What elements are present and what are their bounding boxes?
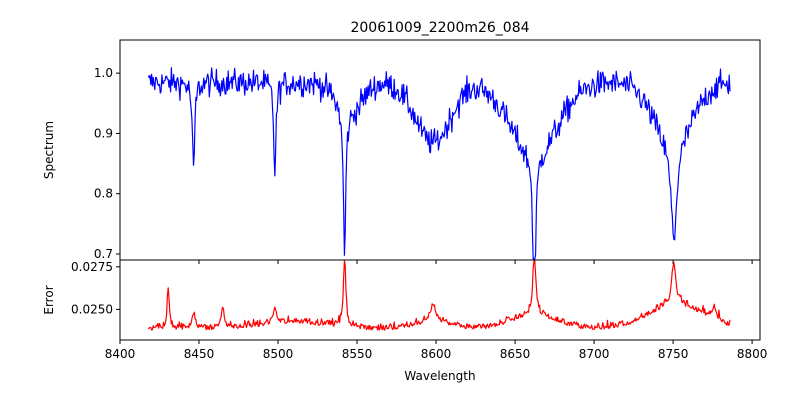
x-axis-label: Wavelength bbox=[404, 369, 475, 383]
x-tick-label: 8400 bbox=[105, 347, 136, 361]
x-tick-label: 8550 bbox=[342, 347, 373, 361]
spectrum-series bbox=[147, 67, 731, 260]
error-y-ticks: 0.0250 0.0275 bbox=[71, 260, 120, 316]
y-tick-label: 1.0 bbox=[94, 66, 113, 80]
error-line bbox=[147, 260, 731, 331]
x-tick-label: 8800 bbox=[737, 347, 768, 361]
y-tick-label: 0.8 bbox=[94, 187, 113, 201]
x-tick-label: 8450 bbox=[184, 347, 215, 361]
y-tick-label: 0.0275 bbox=[71, 260, 113, 274]
spectrum-y-axis-label: Spectrum bbox=[42, 121, 56, 179]
error-series bbox=[147, 260, 731, 331]
chart-title: 20061009_2200m26_084 bbox=[350, 20, 529, 36]
spectrum-y-ticks: 0.7 0.8 0.9 1.0 bbox=[94, 66, 120, 261]
error-axes-frame bbox=[119, 259, 761, 341]
y-tick-label: 0.7 bbox=[94, 247, 113, 261]
x-tick-label: 8700 bbox=[579, 347, 610, 361]
x-tick-label: 8600 bbox=[421, 347, 452, 361]
error-panel: 0.0250 0.0275 8400 8450 8500 8550 8600 8650 870… bbox=[42, 259, 768, 383]
x-tick-label: 8750 bbox=[658, 347, 689, 361]
y-tick-label: 0.9 bbox=[94, 126, 113, 140]
spectrum-line bbox=[147, 67, 731, 260]
error-x-ticks: 8400 8450 8500 8550 8600 8650 8700 8750 8800 bbox=[105, 340, 768, 361]
error-y-axis-label: Error bbox=[42, 285, 56, 314]
x-tick-label: 8650 bbox=[500, 347, 531, 361]
x-tick-label: 8500 bbox=[263, 347, 294, 361]
y-tick-label: 0.0250 bbox=[71, 302, 113, 316]
